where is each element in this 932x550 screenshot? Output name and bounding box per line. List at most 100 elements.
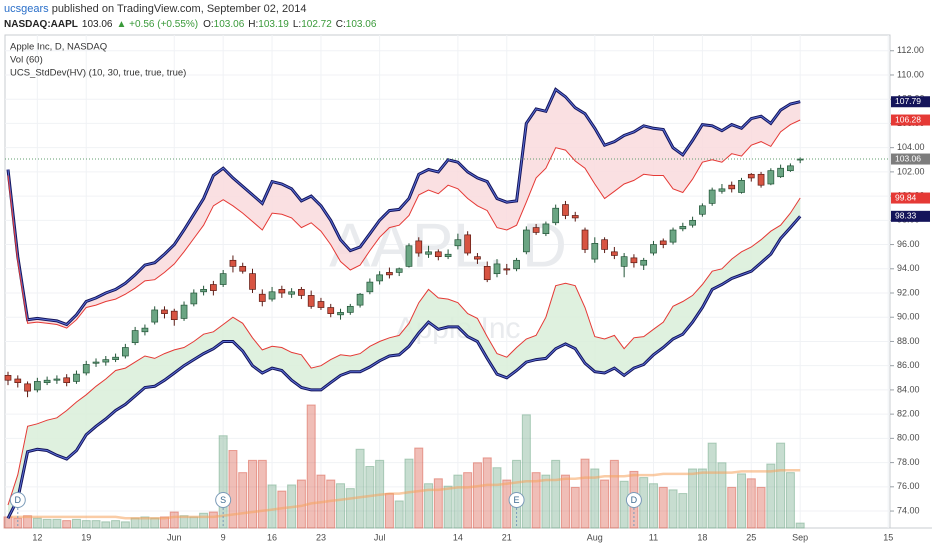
- volume-bar: [81, 520, 91, 529]
- x-tick-label: Jul: [374, 532, 386, 542]
- x-tick-label: 15: [883, 532, 893, 542]
- volume-bar: [609, 459, 619, 529]
- publish-line: ucsgears published on TradingView.com, S…: [4, 3, 307, 15]
- band-line-inner: [7, 88, 801, 326]
- x-tick-label: 9: [221, 532, 226, 542]
- ohlc-value: 103.06: [214, 19, 245, 30]
- volume-bar: [91, 520, 101, 529]
- legend-entry: Apple Inc, D, NASDAQ: [10, 42, 107, 53]
- volume-bar: [384, 493, 394, 529]
- published-text: published on TradingView.com, September …: [49, 3, 307, 15]
- volume-bar: [678, 493, 688, 529]
- plot: 74.00 76.00 78.00 80.00 82.00 84.00 86.00 88.00…: [3, 35, 930, 542]
- volume-bar: [668, 489, 678, 529]
- x-tick-label: 23: [316, 532, 326, 542]
- candle-body: [307, 295, 315, 307]
- volume-bar: [482, 457, 492, 529]
- candle-body: [699, 205, 706, 215]
- y-tick-label: 86.00: [897, 360, 920, 370]
- volume-bar: [306, 404, 316, 529]
- candle-body: [14, 378, 22, 383]
- volume-bar: [414, 447, 424, 529]
- candle-body: [513, 259, 520, 270]
- candle-body: [532, 227, 540, 233]
- price-tag-label: 99.84: [895, 192, 917, 202]
- volume-bar: [62, 520, 72, 529]
- event-marker[interactable]: [215, 492, 232, 508]
- author[interactable]: ucsgears: [4, 3, 49, 15]
- candle-body: [747, 173, 755, 179]
- volume-bar: [424, 483, 434, 529]
- candle-body: [581, 229, 589, 250]
- y-tick-label: 84.00: [897, 384, 920, 394]
- volume-bar: [658, 486, 668, 529]
- volume-bar: [453, 474, 463, 529]
- y-tick-label: 94.00: [897, 263, 920, 273]
- volume-bar: [756, 486, 766, 529]
- volume-bar: [570, 486, 580, 529]
- price-tag: [891, 96, 930, 108]
- price-tag-label: 98.33: [895, 211, 917, 221]
- symbol-line: NASDAQ:AAPL 103.06 ▲ +0.56 (+0.55%) O:103.0…: [4, 19, 377, 30]
- candle-body: [611, 251, 618, 256]
- candle-body: [229, 259, 237, 267]
- volume-bar: [345, 488, 355, 529]
- candle-body: [356, 293, 364, 306]
- volume-bar: [688, 468, 698, 529]
- ohlc-value: 103.19: [258, 19, 289, 30]
- candle-body: [249, 273, 256, 290]
- price-tag: [891, 153, 930, 165]
- event-marker[interactable]: [9, 492, 26, 508]
- candle-body: [552, 207, 560, 224]
- price-tag-label: 103.06: [895, 153, 921, 163]
- event-marker[interactable]: [625, 492, 642, 508]
- y-tick-label: 78.00: [897, 457, 920, 467]
- candle-body: [571, 215, 579, 219]
- candle-body: [239, 266, 247, 272]
- event-label: E: [514, 495, 520, 505]
- ohlc-key: L:: [293, 19, 301, 30]
- candle-body: [679, 226, 687, 230]
- candle-body: [278, 289, 286, 294]
- candle-body: [620, 256, 628, 267]
- candle-body: [562, 204, 569, 216]
- candle-body: [43, 379, 51, 383]
- x-tick-label: Jun: [167, 532, 182, 542]
- candle-body: [161, 309, 168, 314]
- volume-bar: [130, 517, 140, 529]
- price-tag: [891, 210, 930, 222]
- event-label: D: [631, 495, 638, 505]
- candle-body: [405, 245, 413, 267]
- band-fill: [8, 89, 801, 329]
- candle-body: [288, 291, 295, 295]
- candle-body: [757, 173, 765, 186]
- volume-bar: [492, 467, 502, 529]
- volume-bar: [746, 478, 756, 529]
- volume-bar: [32, 517, 42, 529]
- ohlc-key: C:: [336, 19, 346, 30]
- y-tick-label: 104.00: [897, 142, 925, 152]
- y-tick-label: 88.00: [897, 336, 920, 346]
- ohlc-key: O:: [203, 19, 214, 30]
- volume-bar: [120, 521, 130, 529]
- candle-body: [415, 240, 423, 254]
- legend-entry: Vol (60): [10, 55, 43, 66]
- candle-body: [376, 274, 383, 282]
- volume-bar: [472, 462, 482, 529]
- candle-body: [112, 356, 119, 360]
- x-tick-label: 12: [32, 532, 42, 542]
- candle-body: [4, 375, 12, 381]
- volume-bar: [208, 511, 218, 529]
- y-tick-label: 96.00: [897, 239, 920, 249]
- volume-bar: [737, 473, 746, 529]
- price-tag-label: 106.28: [895, 114, 921, 124]
- candle-body: [258, 293, 266, 302]
- volume-bar: [766, 463, 776, 529]
- volume-bar: [267, 484, 277, 529]
- candle-body: [503, 268, 511, 271]
- candle-body: [73, 373, 80, 382]
- candle-body: [122, 347, 129, 357]
- candle-body: [131, 330, 139, 344]
- event-marker[interactable]: [508, 492, 525, 508]
- volume-bar: [101, 521, 111, 529]
